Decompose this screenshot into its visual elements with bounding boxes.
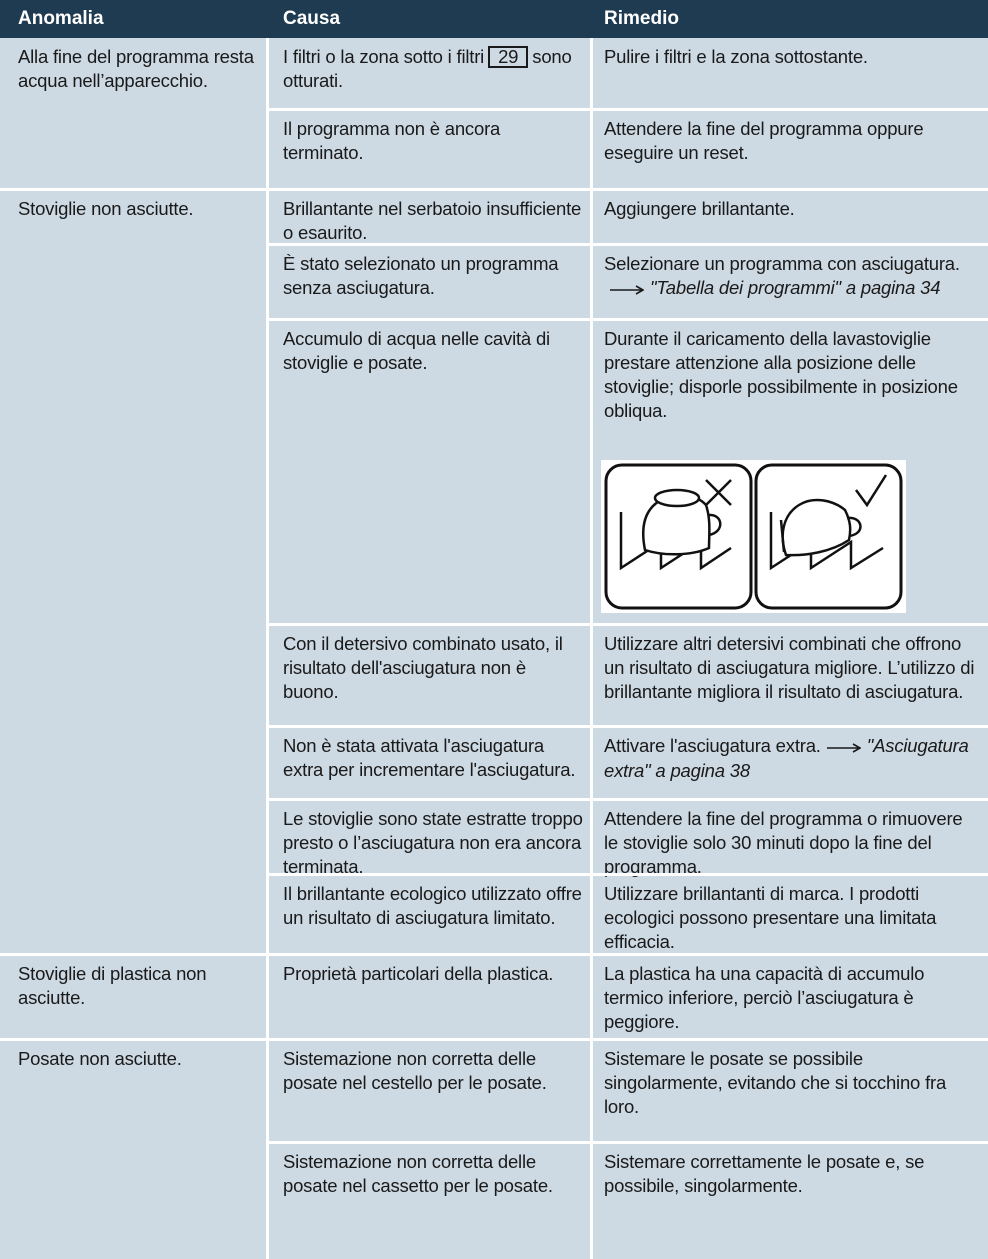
text: Utilizzare altri detersivi combinati che… <box>604 633 975 702</box>
figure-cups <box>601 460 906 613</box>
rimedio-cell: La plastica ha una capacità di accumulo … <box>604 962 976 1034</box>
text: Il brillantante ecologico utilizzato off… <box>283 883 582 928</box>
text: Accumulo di acqua nelle cavità di stovig… <box>283 328 550 373</box>
text: Pulire i filtri e la zona sottostante. <box>604 46 868 67</box>
header-cell: Causa <box>283 8 341 29</box>
header-cell: Anomalia <box>18 8 104 29</box>
item-divider <box>269 1141 988 1144</box>
causa-cell: Sistemazione non corretta delle posate n… <box>283 1150 583 1198</box>
cross-reference: "Tabella dei programmi" a pagina 34 <box>650 277 941 298</box>
reference-box: 29 <box>488 46 529 68</box>
causa-cell: Con il detersivo combinato usato, il ris… <box>283 632 583 704</box>
header-row <box>0 0 988 38</box>
text: Durante il caricamento della lavastovigl… <box>604 328 958 421</box>
rimedio-cell: Attivare l'asciugatura extra. "Asciugatur… <box>604 734 976 783</box>
causa-cell: Accumulo di acqua nelle cavità di stovig… <box>283 327 583 375</box>
text: Non è stata attivata l'asciugatura extra… <box>283 735 576 780</box>
rimedio-cell: Attendere la fine del programma o rimuov… <box>604 807 976 879</box>
text: sono otturati. <box>283 46 572 91</box>
anomalia-cell: Stoviglie di plastica non asciutte. <box>18 963 207 1008</box>
column-divider <box>266 38 269 1259</box>
text: Attendere la fine del programma oppure e… <box>604 118 924 163</box>
item-divider <box>269 798 988 801</box>
arrow-icon <box>610 277 645 301</box>
rimedio-cell: Aggiungere brillantante. <box>604 197 976 221</box>
cross-reference: "Asciugatura extra" a pagina 38 <box>604 735 969 782</box>
causa-cell: Brillantante nel serbatoio insufficiente… <box>283 197 583 245</box>
causa-cell: Sistemazione non corretta delle posate n… <box>283 1047 583 1095</box>
column-divider <box>590 38 593 1259</box>
item-divider <box>269 623 988 626</box>
text: Sistemare correttamente le posate e, se … <box>604 1151 925 1196</box>
rimedio-cell: Sistemare correttamente le posate e, se … <box>604 1150 976 1198</box>
text: Sistemazione non corretta delle posate n… <box>283 1048 547 1093</box>
rimedio-cell: Utilizzare brillantanti di marca. I prod… <box>604 882 976 954</box>
causa-cell: È stato selezionato un programma senza a… <box>283 252 583 300</box>
rimedio-cell: Utilizzare altri detersivi combinati che… <box>604 632 976 704</box>
item-divider <box>269 243 988 246</box>
arrow-icon <box>826 735 862 759</box>
anomalia-cell: Stoviglie non asciutte. <box>18 198 194 219</box>
text: Selezionare un programma con asciugatura… <box>604 253 960 274</box>
text: Proprietà particolari della plastica. <box>283 963 554 984</box>
text: La plastica ha una capacità di accumulo … <box>604 963 925 1032</box>
text: Aggiungere brillantante. <box>604 198 795 219</box>
text: Le stoviglie sono state estratte troppo … <box>283 808 583 877</box>
anomalia-cell: Posate non asciutte. <box>18 1048 182 1069</box>
item-divider <box>269 725 988 728</box>
text: Sistemare le posate se possibile singola… <box>604 1048 947 1117</box>
item-divider <box>269 318 988 321</box>
item-divider <box>269 108 988 111</box>
text: Attendere la fine del programma o rimuov… <box>604 808 963 877</box>
row-divider <box>0 1038 988 1041</box>
item-divider <box>269 873 988 876</box>
rimedio-cell: Attendere la fine del programma oppure e… <box>604 117 976 165</box>
causa-cell: Il brillantante ecologico utilizzato off… <box>283 882 583 930</box>
rimedio-cell: Durante il caricamento della lavastovigl… <box>604 327 976 423</box>
causa-cell: Le stoviglie sono state estratte troppo … <box>283 807 583 879</box>
causa-cell: I filtri o la zona sotto i filtri 29 sono … <box>283 45 583 93</box>
rimedio-cell: Selezionare un programma con asciugatura… <box>604 252 976 301</box>
anomalia-cell: Alla fine del programma resta acqua nell… <box>18 46 254 91</box>
text: Il programma non è ancora terminato. <box>283 118 501 163</box>
text: Attivare l'asciugatura extra. <box>604 735 821 756</box>
row-divider <box>0 188 988 191</box>
causa-cell: Proprietà particolari della plastica. <box>283 962 583 986</box>
text: I filtri o la zona sotto i filtri <box>283 46 485 67</box>
text: È stato selezionato un programma senza a… <box>283 253 559 298</box>
causa-cell: Non è stata attivata l'asciugatura extra… <box>283 734 583 782</box>
text: Utilizzare brillantanti di marca. I prod… <box>604 883 937 952</box>
rimedio-cell: Sistemare le posate se possibile singola… <box>604 1047 976 1119</box>
text: Con il detersivo combinato usato, il ris… <box>283 633 563 702</box>
header-cell: Rimedio <box>604 8 679 29</box>
row-divider <box>0 953 988 956</box>
text: Brillantante nel serbatoio insufficiente… <box>283 198 582 243</box>
causa-cell: Il programma non è ancora terminato. <box>283 117 583 165</box>
rimedio-cell: Pulire i filtri e la zona sottostante. <box>604 45 976 69</box>
text: Sistemazione non corretta delle posate n… <box>283 1151 553 1196</box>
